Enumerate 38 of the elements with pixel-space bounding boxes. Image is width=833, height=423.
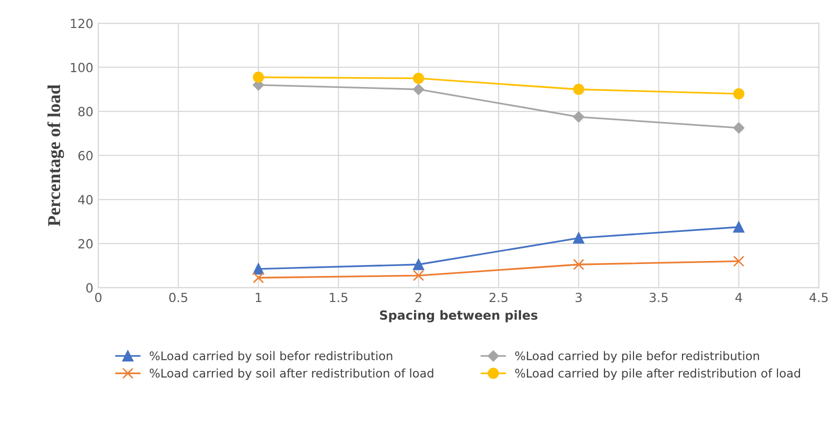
x-tick-label: 3.5 [650,292,668,302]
x-tick-label: 2.5 [490,292,508,302]
point [733,222,744,233]
x-tick-label: 4.5 [810,292,828,302]
point [252,263,264,274]
y-tick-label: 0 [86,283,93,293]
y-tick-label: 60 [78,150,93,160]
x-tick-label: 0 [95,292,102,302]
point [573,84,584,95]
y-tick-label: 80 [78,106,93,116]
point [412,258,424,270]
x-tick-label: 3 [576,292,582,302]
x-axis-title: Spacing between piles [380,310,538,322]
legend-label: %Load carried by pile after redistribution of load [515,368,800,380]
legend-label: %Load carried by soil after redistribution of load [150,368,434,380]
point [573,232,584,244]
y-tick-label: 20 [78,239,93,249]
legend-label: %Load carried by soil befor redistribution [150,351,392,363]
point [252,72,264,83]
y-tick-label: 40 [78,194,93,204]
x-tick-label: 2 [415,292,422,302]
x-tick-label: 4 [735,292,742,302]
point [573,258,584,270]
y-axis-title: Percentage of load [47,84,64,226]
point [412,270,424,282]
x-tick-label: 1.5 [330,292,348,302]
point [573,111,584,123]
point [733,88,744,100]
y-tick-label: 120 [70,18,93,28]
x-tick-label: 1 [256,292,262,302]
point [733,256,744,267]
x-tick-label: 0.5 [169,292,188,302]
point [412,84,424,95]
point [412,72,424,84]
point [252,272,264,284]
point [733,122,744,134]
legend-label: %Load carried by pile befor redistribution [515,351,760,363]
y-tick-label: 100 [70,62,93,72]
